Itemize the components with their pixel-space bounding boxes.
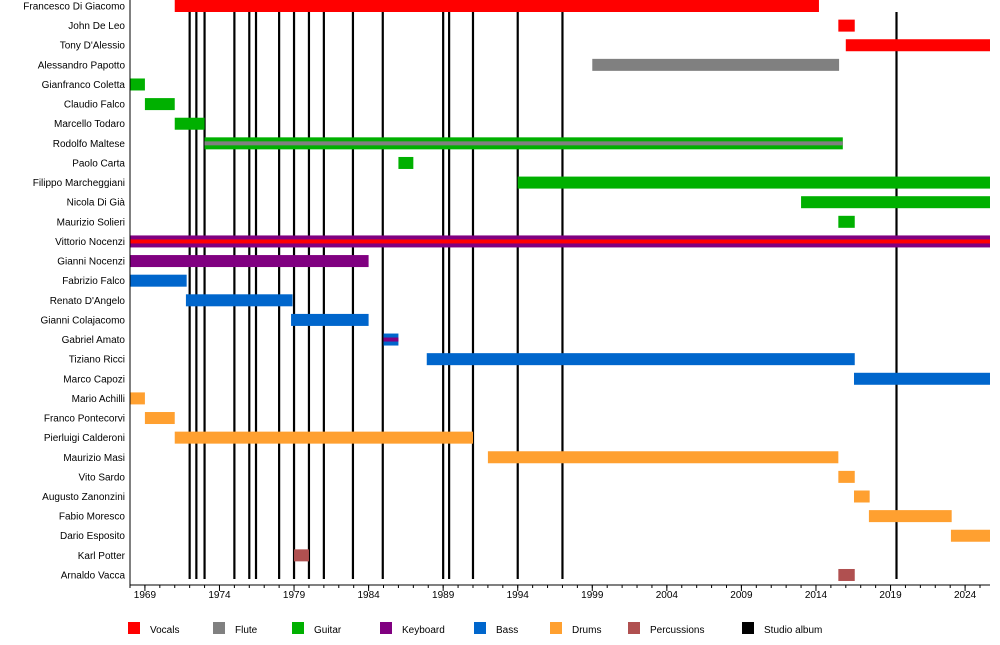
member-label: Gianfranco Coletta bbox=[42, 80, 126, 91]
member-secondary-stripe bbox=[130, 239, 990, 244]
legend-swatch bbox=[742, 622, 754, 634]
x-tick-label: 2024 bbox=[954, 590, 977, 601]
member-label: Gabriel Amato bbox=[62, 335, 126, 346]
x-tick-label: 1979 bbox=[283, 590, 306, 601]
member-bar bbox=[838, 470, 855, 483]
member-bar bbox=[174, 117, 205, 130]
member-secondary-stripe bbox=[204, 141, 843, 146]
member-bar bbox=[487, 451, 839, 464]
member-bar bbox=[291, 313, 369, 326]
legend-label: Bass bbox=[496, 625, 518, 636]
x-tick-label: 1974 bbox=[208, 590, 231, 601]
member-bar bbox=[144, 412, 175, 425]
x-tick-label: 1989 bbox=[432, 590, 455, 601]
member-label: Franco Pontecorvi bbox=[44, 414, 125, 425]
x-tick-label: 2004 bbox=[656, 590, 679, 601]
member-bar bbox=[426, 353, 855, 366]
legend-label: Flute bbox=[235, 625, 258, 636]
member-label: Vito Sardo bbox=[78, 472, 125, 483]
member-label: Dario Esposito bbox=[60, 531, 125, 542]
member-label: Tony D'Alessio bbox=[60, 41, 126, 52]
member-label: Gianni Colajacomo bbox=[41, 315, 126, 326]
member-bar bbox=[868, 510, 952, 523]
member-label: Karl Potter bbox=[78, 551, 126, 562]
member-label: Renato D'Angelo bbox=[50, 296, 126, 307]
member-label: Nicola Di Già bbox=[67, 198, 126, 209]
member-bar bbox=[845, 39, 990, 52]
member-bar bbox=[838, 215, 855, 228]
legend-label: Percussions bbox=[650, 625, 704, 636]
legend-label: Vocals bbox=[150, 625, 179, 636]
member-bar bbox=[130, 392, 145, 405]
member-label: Paolo Carta bbox=[72, 158, 125, 169]
member-bar bbox=[185, 294, 293, 307]
member-label: Claudio Falco bbox=[64, 100, 126, 111]
x-tick-label: 1999 bbox=[581, 590, 604, 601]
x-tick-label: 1994 bbox=[507, 590, 530, 601]
member-bar bbox=[838, 19, 855, 32]
member-label: Pierluigi Calderoni bbox=[44, 433, 125, 444]
member-bar bbox=[398, 156, 414, 169]
legend-swatch bbox=[380, 622, 392, 634]
member-label: Marcello Todaro bbox=[54, 119, 125, 130]
legend-swatch bbox=[550, 622, 562, 634]
member-bars bbox=[130, 0, 990, 581]
member-label: Filippo Marcheggiani bbox=[33, 178, 125, 189]
member-label: Fabio Moresco bbox=[59, 512, 126, 523]
legend-label: Guitar bbox=[314, 625, 342, 636]
legend: Vocals Flute Guitar Keyboard Bass Drums Percus… bbox=[128, 622, 822, 636]
legend-swatch bbox=[292, 622, 304, 634]
member-bar bbox=[592, 58, 840, 71]
x-tick-label: 2009 bbox=[730, 590, 753, 601]
member-label: Augusto Zanonzini bbox=[42, 492, 125, 503]
member-bar bbox=[517, 176, 990, 189]
legend-swatch bbox=[628, 622, 640, 634]
member-secondary-stripe bbox=[383, 337, 399, 342]
member-bar bbox=[950, 529, 990, 542]
member-label: Maurizio Solieri bbox=[57, 217, 125, 228]
member-label: Vittorio Nocenzi bbox=[55, 237, 125, 248]
member-label: Marco Capozi bbox=[63, 374, 125, 385]
member-bar bbox=[838, 568, 855, 581]
legend-label: Studio album bbox=[764, 625, 822, 636]
member-label: John De Leo bbox=[68, 21, 125, 32]
member-bar bbox=[294, 549, 309, 562]
member-bar bbox=[174, 431, 473, 444]
member-label: Maurizio Masi bbox=[63, 453, 125, 464]
member-bar bbox=[853, 490, 870, 503]
member-label: Alessandro Papotto bbox=[38, 60, 126, 71]
member-label: Francesco Di Giacomo bbox=[23, 2, 125, 13]
member-label: Gianni Nocenzi bbox=[57, 257, 125, 268]
x-tick-label: 2019 bbox=[879, 590, 902, 601]
x-tick-label: 2014 bbox=[805, 590, 828, 601]
member-bar bbox=[130, 78, 145, 91]
x-tick-label: 1984 bbox=[357, 590, 380, 601]
member-label: Fabrizio Falco bbox=[62, 276, 125, 287]
studio-album-lines bbox=[188, 12, 898, 579]
member-bar bbox=[801, 196, 990, 209]
legend-swatch bbox=[474, 622, 486, 634]
member-bar bbox=[853, 372, 990, 385]
x-tick-label: 1969 bbox=[134, 590, 157, 601]
member-bar bbox=[174, 0, 819, 12]
legend-label: Keyboard bbox=[402, 625, 445, 636]
member-label: Mario Achilli bbox=[72, 394, 125, 405]
member-bar bbox=[130, 274, 187, 287]
legend-label: Drums bbox=[572, 625, 601, 636]
member-labels: Francesco Di Giacomo John De Leo Tony D'Al… bbox=[23, 2, 125, 582]
x-axis: 1969 1974 1979 1984 1989 1994 1999 2004 2009 2014… bbox=[129, 0, 990, 601]
legend-swatch bbox=[213, 622, 225, 634]
member-label: Arnaldo Vacca bbox=[61, 570, 126, 581]
legend-swatch bbox=[128, 622, 140, 634]
member-bar bbox=[130, 255, 369, 268]
member-label: Rodolfo Maltese bbox=[53, 139, 126, 150]
member-bar bbox=[144, 98, 175, 111]
member-label: Tiziano Ricci bbox=[69, 355, 125, 366]
